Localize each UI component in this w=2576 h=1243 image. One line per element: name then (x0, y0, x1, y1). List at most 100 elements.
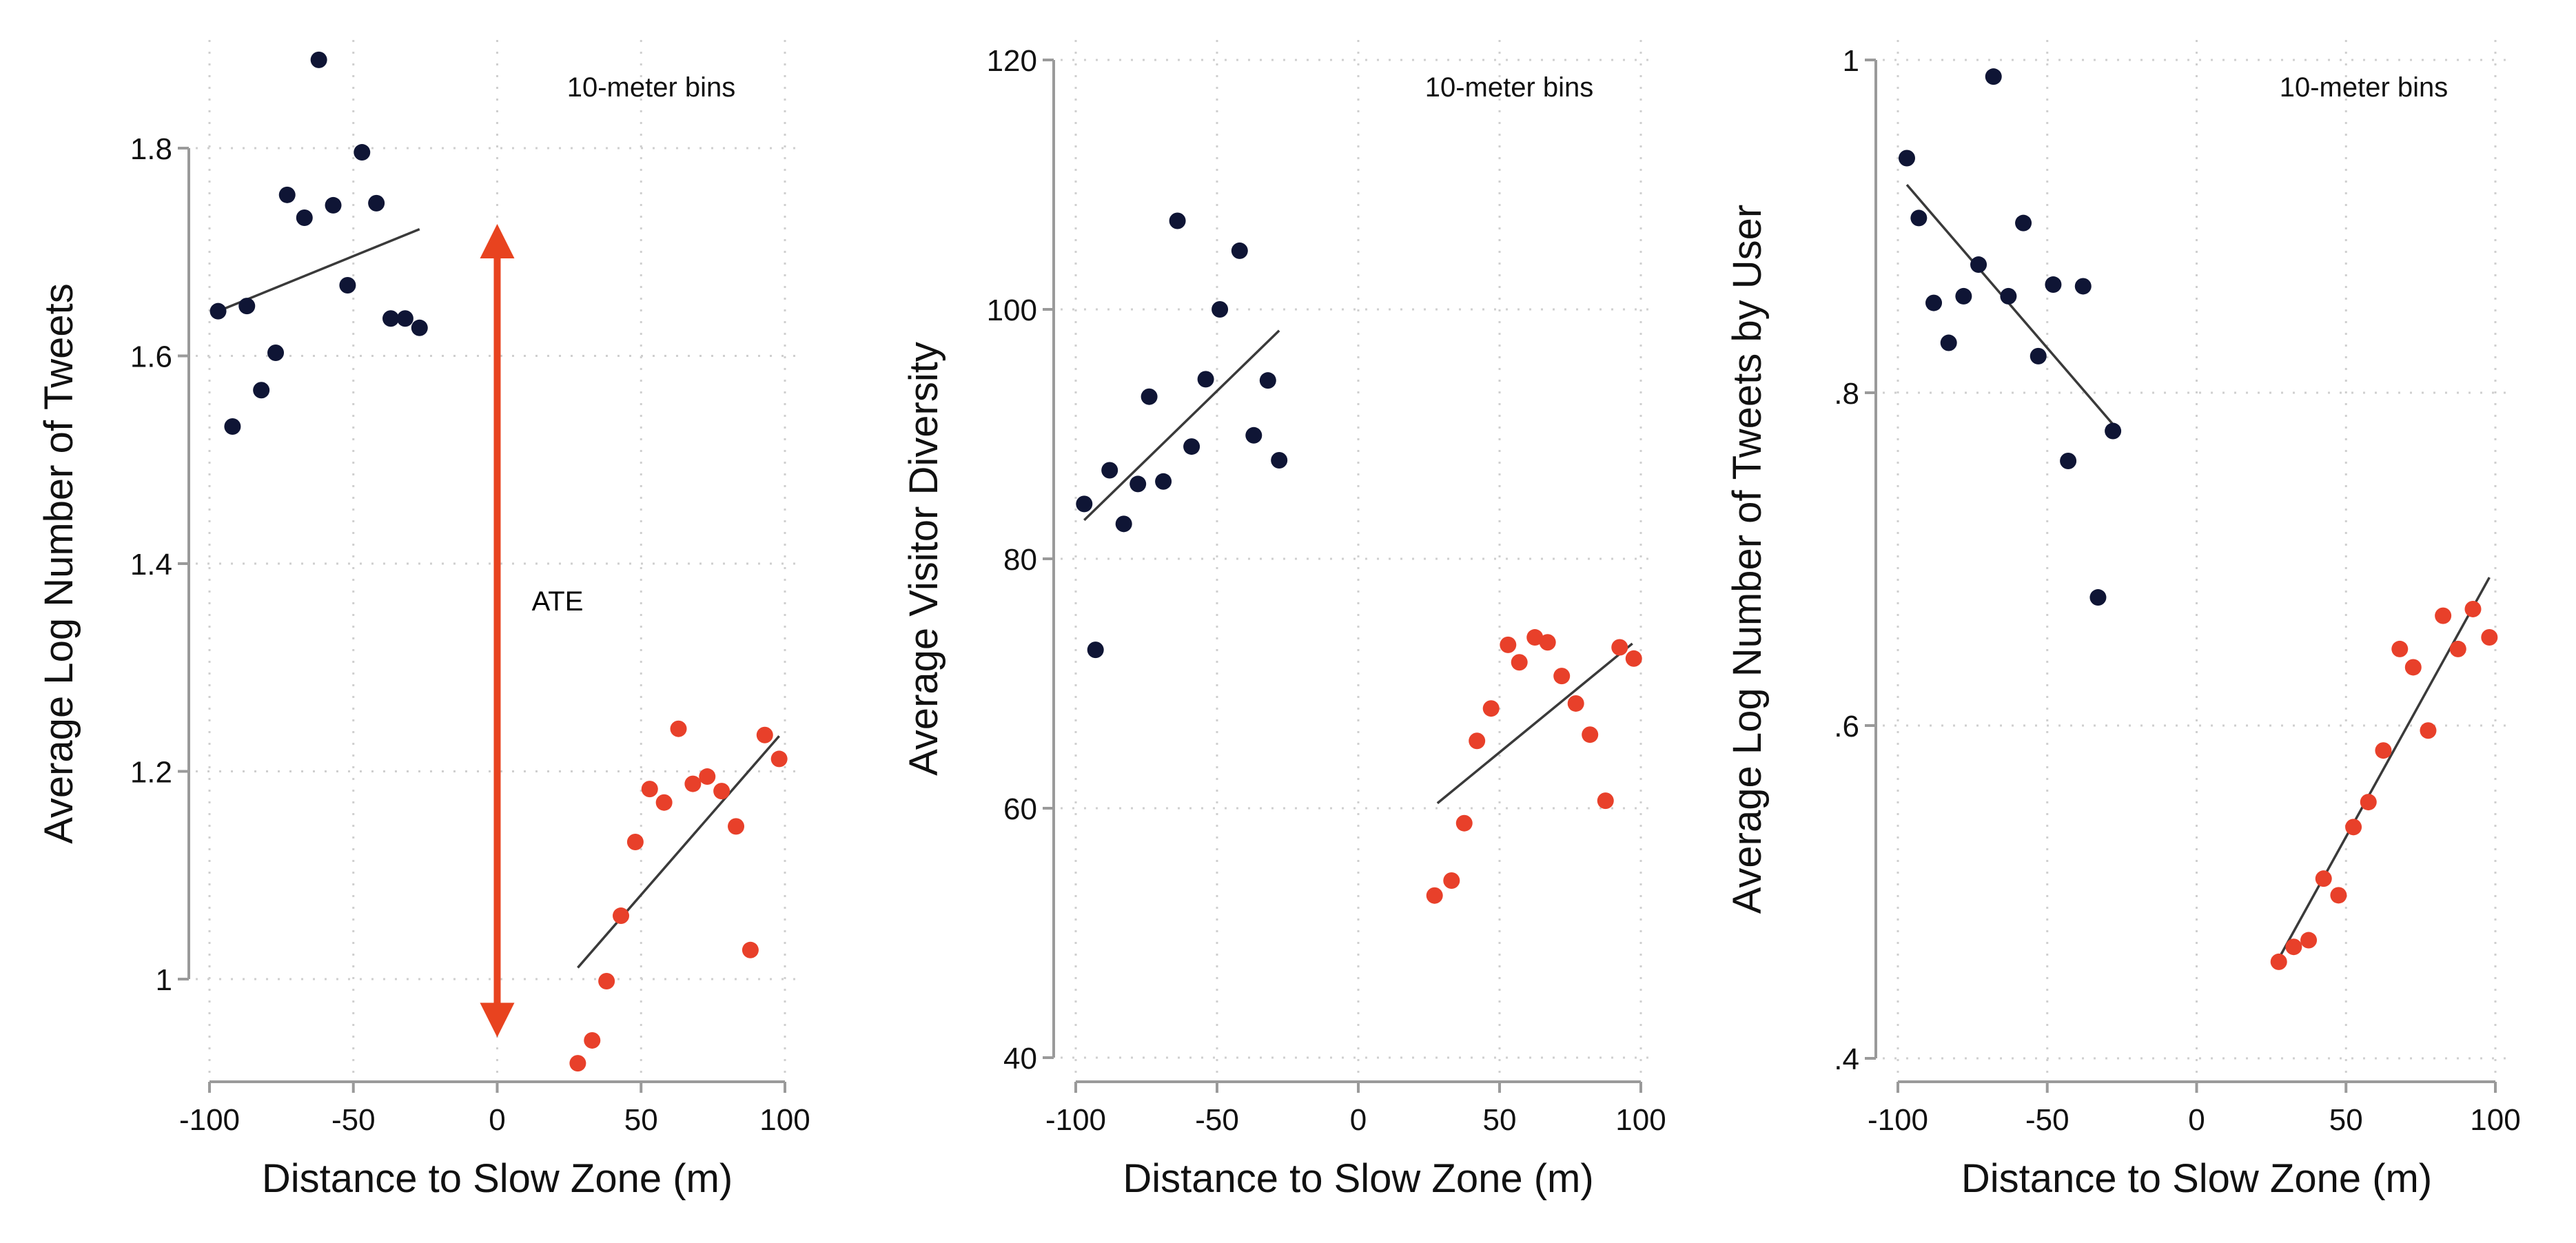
data-point (713, 783, 730, 800)
data-point (354, 144, 371, 161)
data-point (224, 418, 241, 435)
data-point (411, 319, 428, 336)
data-point (2391, 640, 2409, 657)
y-tick-label: 1.6 (130, 340, 172, 374)
bins-annotation: 10-meter bins (1425, 72, 1594, 103)
data-point (1231, 242, 1248, 259)
data-point (1482, 700, 1500, 717)
fit-line (217, 227, 420, 313)
data-point (684, 775, 702, 792)
y-tick-label: .4 (1834, 1042, 1859, 1076)
y-tick-label: 1.4 (130, 548, 172, 582)
fit-line (577, 735, 780, 969)
data-point (1087, 641, 1104, 659)
y-tick-label: 80 (1003, 543, 1037, 577)
y-tick-label: 1 (156, 963, 172, 997)
data-point (1567, 695, 1584, 712)
data-point (1910, 209, 1928, 227)
data-point (2060, 453, 2077, 470)
data-point (670, 720, 687, 737)
data-point (2015, 214, 2032, 232)
data-point (1597, 792, 1614, 810)
y-tick-label: 1 (1843, 44, 1859, 78)
x-tick-label: -50 (2025, 1103, 2069, 1137)
x-tick-label: 100 (759, 1103, 810, 1137)
x-tick-label: 0 (489, 1103, 505, 1137)
data-point (2074, 278, 2092, 295)
x-tick-label: 50 (624, 1103, 658, 1137)
x-axis-title: Distance to Slow Zone (m) (1123, 1156, 1593, 1201)
data-point (382, 310, 400, 327)
data-point (1183, 438, 1200, 455)
data-point (1469, 732, 1486, 750)
panel-log-tweets-by-user: 10-meter bins Distance to Slow Zone (m) … (1725, 40, 2521, 1201)
x-tick-label: -100 (179, 1103, 240, 1137)
fit-line (1436, 642, 1633, 805)
data-point (569, 1055, 586, 1072)
data-point (1426, 887, 1443, 904)
data-point (2375, 742, 2392, 759)
series-inside (1899, 68, 2122, 606)
data-point (368, 194, 385, 212)
x-axis-title: Distance to Slow Zone (m) (1961, 1156, 2432, 1201)
data-point (1511, 654, 1528, 671)
y-tick-label: 1.8 (130, 132, 172, 166)
series-outside (1426, 629, 1642, 904)
y-tick-label: 100 (987, 294, 1037, 327)
data-point (209, 302, 227, 320)
data-point (1970, 256, 1987, 274)
panel-visitor-diversity: 10-meter bins Distance to Slow Zone (m) … (901, 40, 1666, 1201)
data-point (626, 834, 644, 851)
data-point (2404, 659, 2422, 676)
data-point (1197, 371, 1214, 388)
data-point (641, 781, 658, 798)
data-point (770, 750, 788, 768)
x-tick-label: 50 (2329, 1103, 2363, 1137)
x-tick-label: 50 (1483, 1103, 1517, 1137)
x-tick-label: -50 (331, 1103, 376, 1137)
data-point (1553, 668, 1571, 685)
data-point (2315, 870, 2332, 887)
data-point (296, 209, 313, 227)
data-point (2089, 589, 2107, 606)
data-point (1940, 334, 1957, 351)
gridlines (1883, 40, 2513, 1075)
data-point (1625, 650, 1642, 667)
gridlines (1061, 40, 1658, 1075)
data-point (2045, 276, 2062, 294)
y-axis-title: Average Log Number of Tweets by User (1725, 205, 1770, 914)
series-inside (1076, 212, 1288, 659)
data-point (1245, 427, 1263, 444)
ate-label: ATE (532, 586, 584, 617)
data-point (278, 186, 296, 203)
data-point (1925, 294, 1943, 311)
data-point (1985, 68, 2002, 85)
data-point (742, 941, 759, 958)
data-point (1539, 634, 1556, 651)
y-axis-title: Average Log Number of Tweets (37, 283, 81, 844)
data-point (1155, 473, 1172, 490)
arrow-down-icon (480, 1003, 515, 1038)
data-point (2481, 629, 2498, 646)
data-point (1129, 475, 1147, 493)
data-point (655, 794, 673, 811)
data-point (396, 310, 413, 327)
data-point (2449, 640, 2466, 657)
data-point (310, 51, 327, 68)
fit-line (2278, 577, 2491, 959)
data-point (2420, 722, 2437, 739)
data-point (1611, 639, 1628, 656)
x-tick-label: 100 (2470, 1103, 2520, 1137)
y-tick-label: .6 (1834, 710, 1859, 743)
y-tick-label: 60 (1003, 792, 1037, 826)
x-axis-title: Distance to Slow Zone (m) (262, 1156, 733, 1201)
data-point (1076, 495, 1093, 513)
data-point (2030, 347, 2047, 364)
y-tick-label: 120 (987, 44, 1037, 78)
data-point (1141, 388, 1158, 405)
y-axis-title: Average Visitor Diversity (901, 342, 946, 776)
data-point (2105, 422, 2122, 440)
data-point (1115, 515, 1132, 533)
data-point (2270, 953, 2287, 970)
